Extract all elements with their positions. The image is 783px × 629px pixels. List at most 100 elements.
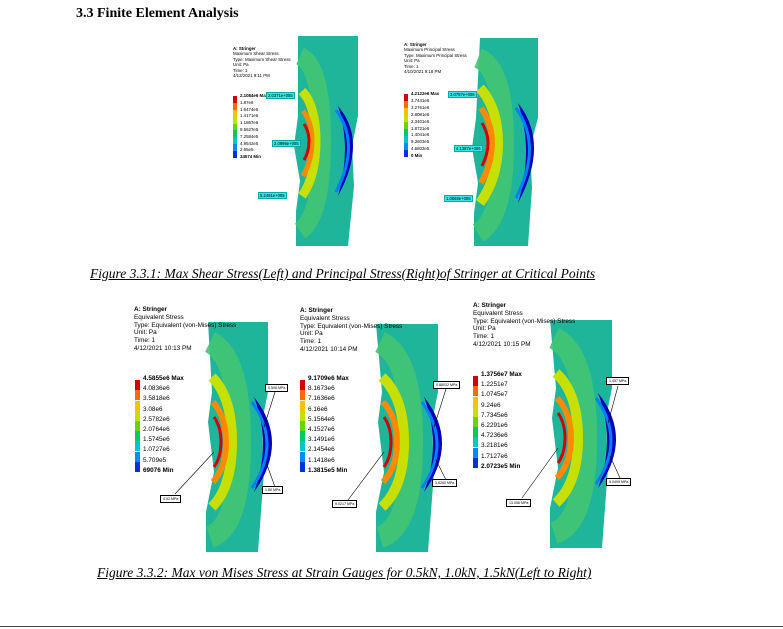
- legend-label: 8.1673e6: [308, 385, 335, 393]
- result-type: Maximum Principal Stress: [404, 47, 455, 53]
- result-unit: Unit: Pa: [233, 62, 249, 68]
- legend-swatch: [300, 441, 305, 452]
- legend-swatch: [404, 94, 408, 102]
- legend-label: 5.709e5: [143, 456, 167, 464]
- vm-10kn-probe-3: 9.0217 MPa: [332, 500, 358, 508]
- model-name: A: Stringer: [134, 306, 168, 313]
- legend-label: 4.5855e6 Max: [143, 375, 184, 382]
- legend-swatch: [135, 400, 140, 411]
- legend-swatch: [300, 431, 305, 442]
- vm-10kn-probe-1: 0.88032 MPa: [433, 381, 461, 389]
- legend-label: 3.08e6: [143, 405, 163, 413]
- vm-15kn-probe-1: 1.457 MPa: [606, 377, 630, 385]
- vm-15kn-legend: 1.3756e7 Max 1.2251e7 1.0745e7 9.24e6 7.7345…: [473, 371, 558, 481]
- result-type-detail: Type: Equivalent (von-Mises) Stress: [134, 321, 237, 329]
- legend-swatch: [300, 420, 305, 432]
- legend-swatch: [233, 150, 237, 158]
- shear-stress-model: [294, 36, 358, 246]
- principal-probe-2: 4.1387e+006: [454, 145, 483, 152]
- legend-label: 2.8081e6: [411, 111, 430, 117]
- principal-stress-model: [472, 38, 538, 246]
- figure-principal-stress: A: Stringer Maximum Principal Stress Typ…: [400, 38, 550, 246]
- result-unit: Unit: Pa: [404, 58, 420, 64]
- shear-stress-legend: 2.1084e6 Max 1.87e6 1.6474e6 1.4171e6 1.1867…: [233, 93, 293, 163]
- legend-swatch: [135, 420, 140, 432]
- legend-swatch: [404, 108, 408, 116]
- legend-swatch: [135, 441, 140, 452]
- legend-label: 34574 Min: [240, 154, 261, 160]
- result-date: 4/12/2021 10:15 PM: [473, 341, 531, 349]
- vm-10kn-info: A: Stringer Equivalent Stress Type: Equi…: [300, 307, 402, 354]
- legend-label: 1.87e6: [240, 99, 254, 105]
- vm-05kn-legend: 4.5855e6 Max 4.0836e6 3.5818e6 3.08e6 2.5782…: [135, 375, 215, 485]
- legend-label: 1.0727e6: [143, 446, 170, 454]
- legend-swatch: [404, 128, 408, 136]
- legend-label: 1.6474e6: [240, 106, 259, 112]
- vm-05kn-probe-1: 0.508 MPa: [265, 384, 289, 392]
- legend-label: 2.5782e6: [143, 415, 170, 423]
- result-unit: Unit: Pa: [134, 329, 157, 337]
- legend-swatch: [135, 380, 140, 391]
- principal-probe-1: 3.0797e+006: [448, 91, 477, 98]
- result-unit: Unit: Pa: [473, 325, 496, 333]
- legend-label: 1.3756e7 Max: [481, 371, 522, 378]
- legend-label: 9.3603e5: [411, 139, 430, 145]
- figure-von-mises-10kn: A: Stringer Equivalent Stress Type: Equi…: [298, 302, 468, 552]
- result-type-detail: Type: Equivalent (von-Mises) Stress: [300, 322, 403, 330]
- legend-label: 1.8721e6: [411, 125, 430, 131]
- legend-swatch: [233, 144, 237, 151]
- result-type: Equivalent Stress: [300, 314, 350, 322]
- vm-05kn-probe-3: 4.52 MPa: [160, 495, 182, 503]
- legend-label: 7.1636e6: [308, 395, 335, 403]
- legend-label: 4.7236e6: [481, 432, 508, 440]
- legend-swatch: [233, 116, 237, 124]
- shear-probe-1: 2.0371e+005: [266, 92, 295, 99]
- legend-label: 6.2291e6: [481, 422, 508, 429]
- legend-label: 7.2584e5: [240, 133, 259, 139]
- legend-label: 1.1867e6: [240, 120, 259, 126]
- result-date: 4/12/2021 10:13 PM: [134, 345, 192, 353]
- legend-label: 1.4171e6: [240, 113, 259, 119]
- legend-swatch: [135, 451, 140, 462]
- legend-label: 0 Min: [411, 153, 423, 159]
- legend-swatch: [404, 101, 408, 109]
- result-type-detail: Type: Maximum Principal Stress: [404, 52, 467, 58]
- result-date: 4/10/2021 9:18 PM: [404, 68, 442, 74]
- legend-label: 4.6802e5: [411, 146, 430, 152]
- legend-label: 6.16e6: [308, 405, 328, 413]
- legend-swatch: [300, 461, 305, 472]
- legend-label: 4.0836e6: [143, 385, 170, 393]
- result-date: 4/12/2021 10:14 PM: [300, 346, 358, 354]
- legend-label: 1.4041e6: [411, 132, 430, 138]
- legend-swatch: [135, 390, 140, 401]
- result-unit: Unit: Pa: [300, 330, 323, 338]
- legend-swatch: [473, 416, 478, 428]
- page-bottom-rule: [0, 626, 783, 627]
- principal-probe-3: 1.0068e+006: [444, 195, 473, 202]
- principal-stress-legend: 4.2122e6 Max 3.7441e6 3.2761e6 2.8081e6 2.34…: [404, 91, 464, 163]
- vm-15kn-probe-2: 5.0499 MPa: [606, 478, 632, 486]
- legend-label: 4.1527e6: [308, 426, 335, 433]
- shear-stress-info: A: Stringer Maximum Shear Stress Type: M…: [233, 46, 291, 78]
- legend-swatch: [473, 427, 478, 438]
- legend-swatch: [300, 451, 305, 462]
- result-time: Time: 1: [134, 337, 156, 345]
- legend-label: 5.1564e6: [308, 415, 335, 423]
- legend-label: 3.2761e6: [411, 104, 430, 110]
- section-heading: 3.3 Finite Element Analysis: [76, 6, 239, 21]
- vm-05kn-info: A: Stringer Equivalent Stress Type: Equi…: [134, 306, 236, 353]
- legend-swatch: [135, 410, 140, 421]
- result-time: Time: 1: [404, 63, 419, 69]
- legend-label: 1.5745e6: [143, 436, 170, 444]
- legend-swatch: [135, 461, 140, 472]
- legend-label: 1.7127e6: [481, 452, 508, 460]
- legend-swatch: [473, 376, 478, 387]
- model-name: A: Stringer: [300, 307, 334, 314]
- vm-15kn-info: A: Stringer Equivalent Stress Type: Equi…: [473, 302, 575, 349]
- result-type: Equivalent Stress: [134, 313, 184, 321]
- model-name: A: Stringer: [404, 42, 427, 47]
- legend-swatch: [473, 406, 478, 417]
- legend-swatch: [300, 390, 305, 401]
- vm-05kn-probe-2: 1.80 MPa: [262, 486, 284, 494]
- legend-swatch: [300, 380, 305, 391]
